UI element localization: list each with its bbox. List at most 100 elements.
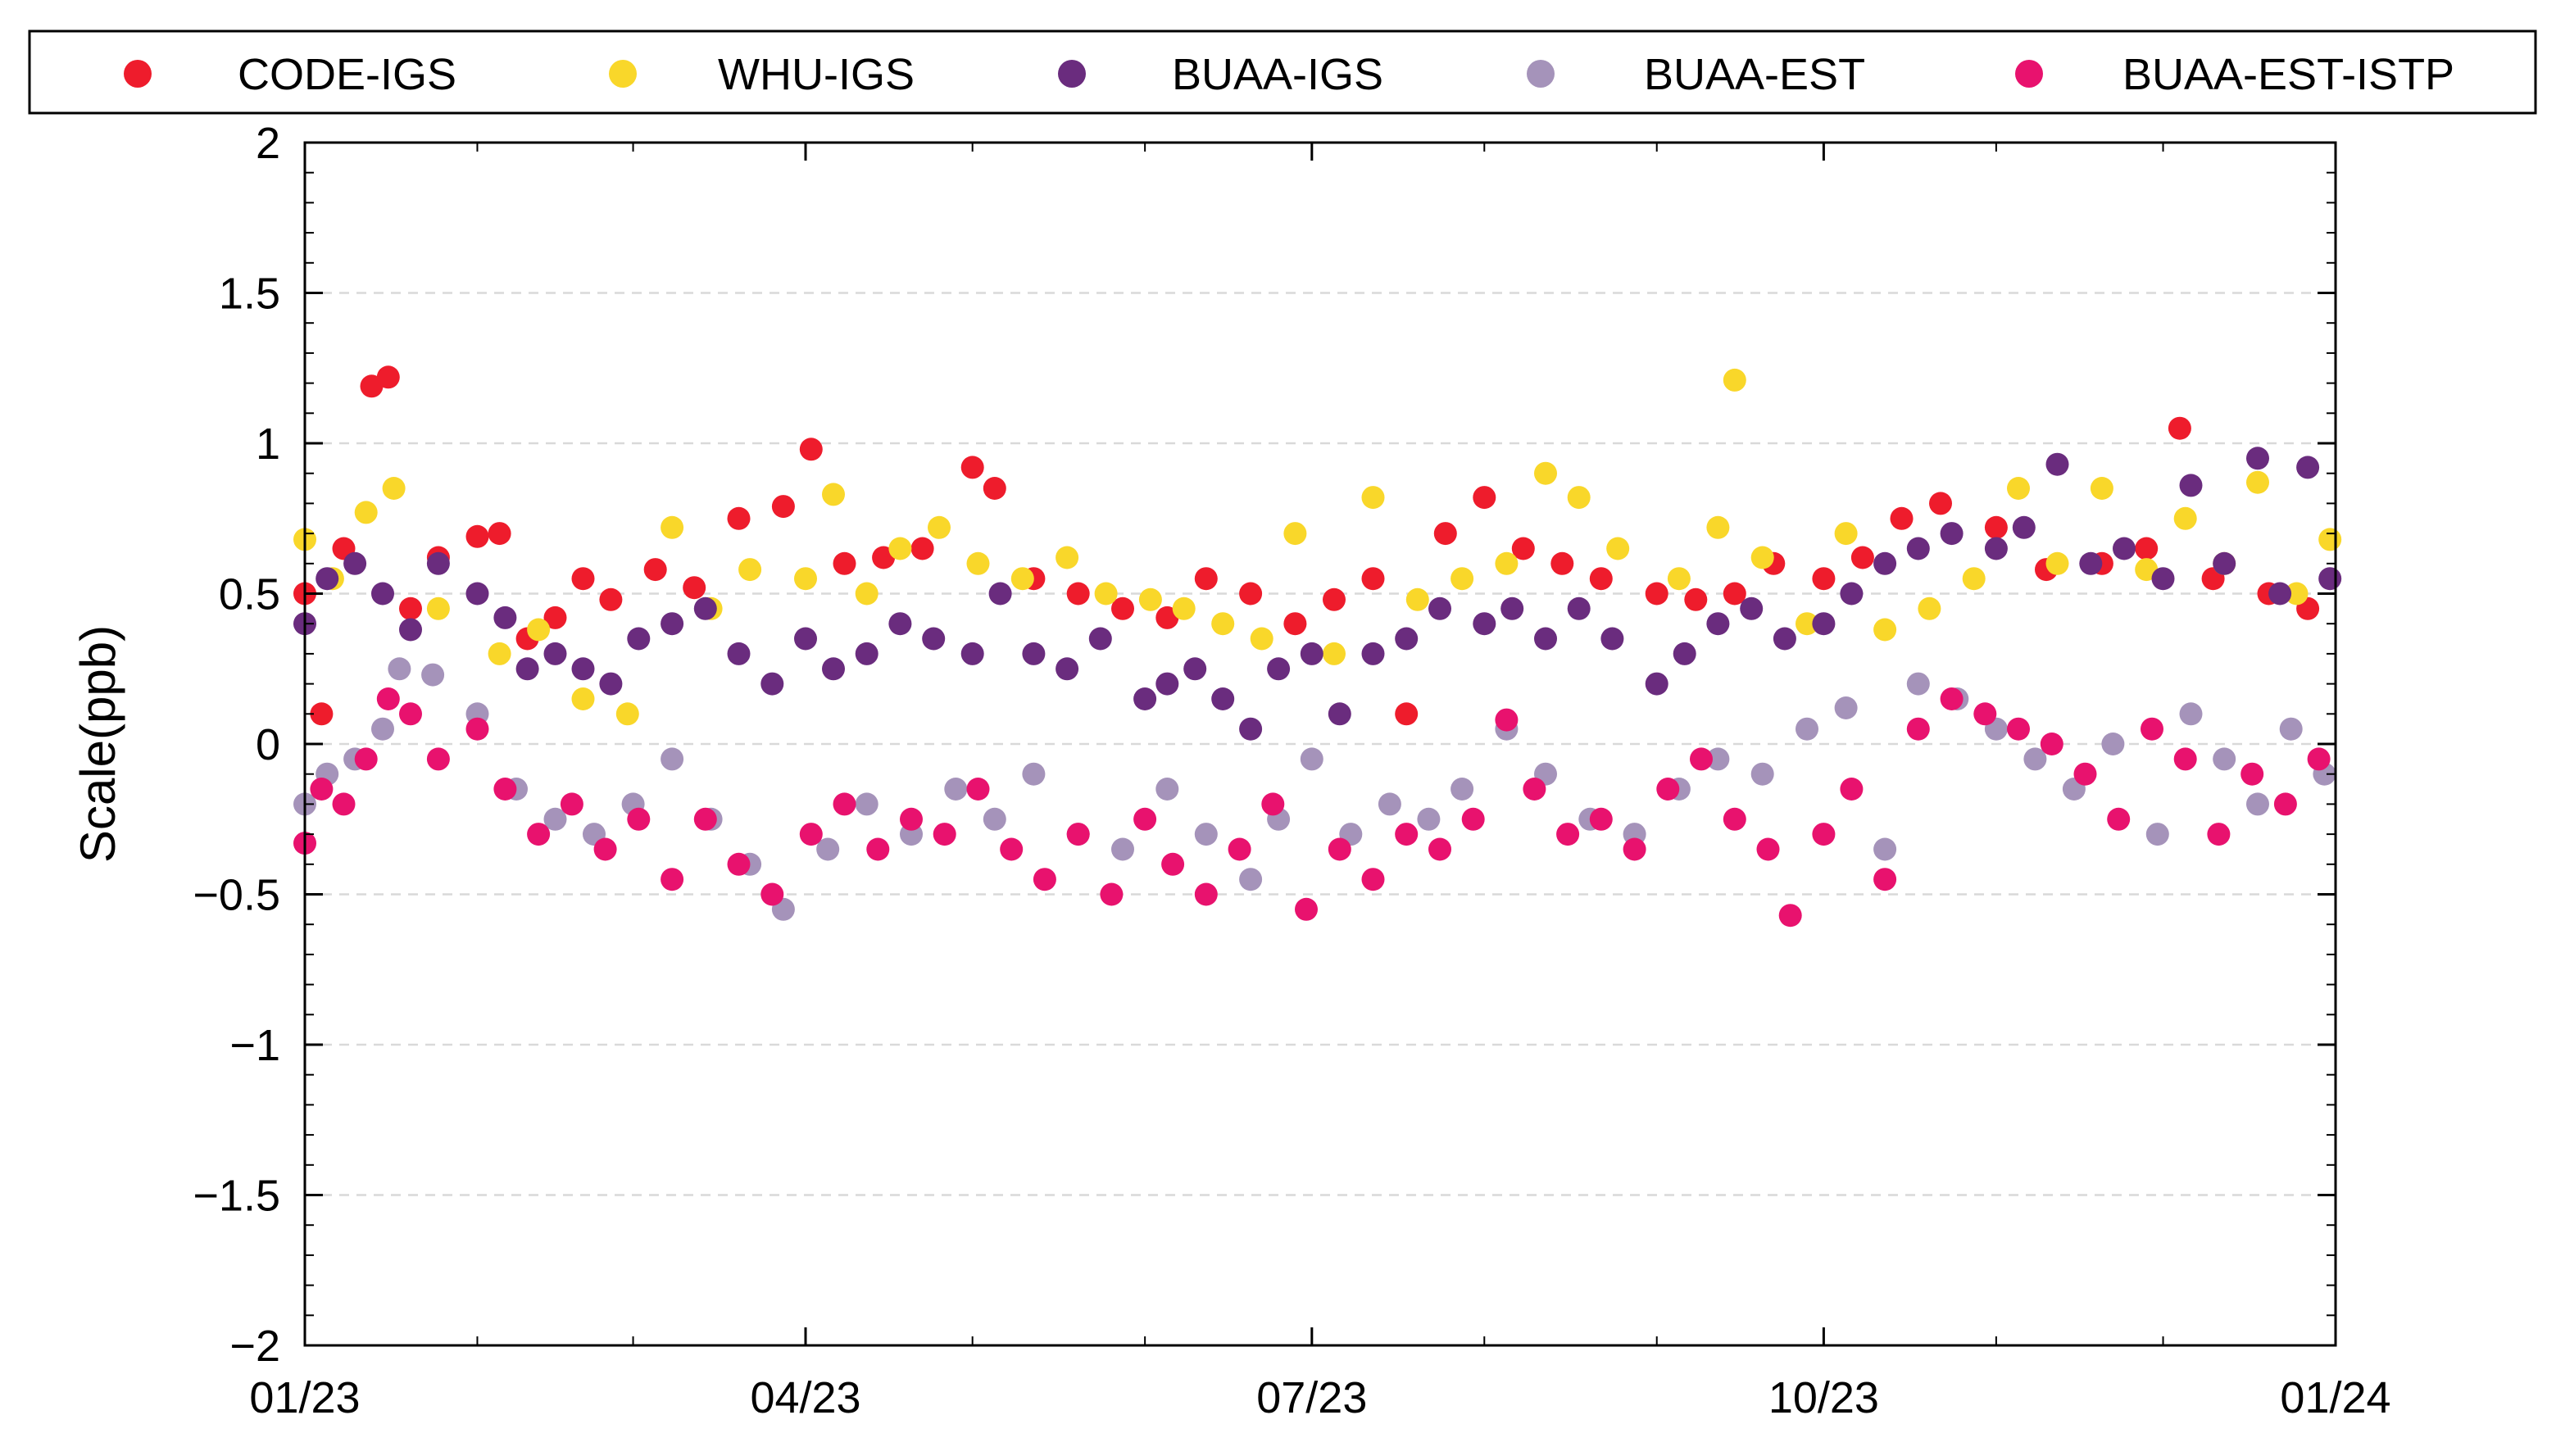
data-point bbox=[822, 483, 845, 506]
data-point bbox=[354, 747, 378, 771]
data-point bbox=[1723, 807, 1746, 831]
data-point bbox=[1022, 642, 1046, 665]
y-axis-title: Scale(ppb) bbox=[70, 625, 125, 863]
data-point bbox=[627, 627, 651, 651]
data-point bbox=[593, 837, 617, 861]
data-point bbox=[1194, 882, 1218, 906]
data-point bbox=[1929, 492, 1952, 515]
data-point bbox=[2045, 551, 2069, 575]
data-point bbox=[1428, 837, 1451, 861]
data-point bbox=[1088, 627, 1112, 651]
data-point bbox=[822, 657, 845, 681]
data-point bbox=[1500, 596, 1524, 620]
data-point bbox=[1873, 551, 1897, 575]
y-tick-label: 1 bbox=[256, 420, 280, 469]
data-point bbox=[1890, 506, 1914, 530]
data-point bbox=[1706, 747, 1730, 771]
data-point bbox=[760, 882, 784, 906]
data-point bbox=[693, 596, 717, 620]
data-point bbox=[1155, 778, 1179, 801]
data-point bbox=[1940, 522, 1964, 546]
legend-marker bbox=[124, 60, 152, 88]
data-point bbox=[1451, 567, 1474, 591]
data-point bbox=[922, 627, 946, 651]
data-point bbox=[1567, 486, 1591, 510]
data-point bbox=[1405, 587, 1429, 611]
data-point bbox=[966, 778, 990, 801]
grid bbox=[305, 292, 2336, 1196]
data-point bbox=[465, 582, 489, 606]
data-point bbox=[1796, 717, 1818, 741]
data-point bbox=[1850, 546, 1874, 569]
data-point bbox=[2007, 477, 2030, 500]
data-point bbox=[1283, 612, 1307, 636]
data-point bbox=[983, 807, 1006, 831]
data-point bbox=[1873, 837, 1897, 861]
data-point bbox=[727, 852, 751, 876]
data-point bbox=[2090, 477, 2113, 500]
data-point bbox=[1022, 762, 1046, 786]
data-point bbox=[1690, 747, 1713, 771]
data-point bbox=[1228, 837, 1251, 861]
data-point bbox=[944, 778, 968, 801]
data-point bbox=[1589, 807, 1613, 831]
data-point bbox=[571, 657, 595, 681]
data-point bbox=[1010, 567, 1034, 591]
data-point bbox=[661, 612, 684, 636]
data-point bbox=[2318, 528, 2342, 551]
legend-label: WHU-IGS bbox=[718, 50, 915, 99]
data-point bbox=[1940, 687, 1964, 710]
data-point bbox=[2179, 474, 2203, 497]
data-point bbox=[1138, 587, 1162, 611]
data-point bbox=[627, 807, 651, 831]
data-point bbox=[1433, 522, 1457, 546]
data-point bbox=[1534, 461, 1557, 485]
series-buaa-est bbox=[293, 657, 2336, 921]
data-point bbox=[1984, 515, 2008, 539]
data-point bbox=[2079, 551, 2103, 575]
data-point bbox=[888, 612, 912, 636]
data-point bbox=[2279, 717, 2303, 741]
data-point bbox=[2040, 733, 2063, 755]
data-point bbox=[2318, 567, 2342, 591]
data-point bbox=[371, 582, 394, 606]
data-point bbox=[1361, 868, 1385, 891]
data-point bbox=[1194, 823, 1218, 846]
data-point bbox=[1706, 612, 1730, 636]
data-point bbox=[1523, 778, 1546, 801]
data-point bbox=[1600, 627, 1624, 651]
data-point bbox=[1295, 897, 1318, 921]
data-point bbox=[2023, 747, 2047, 771]
data-point bbox=[332, 792, 356, 816]
data-point bbox=[543, 642, 567, 665]
data-point bbox=[1300, 642, 1323, 665]
data-point bbox=[1984, 537, 2008, 560]
data-point bbox=[1211, 612, 1235, 636]
data-point bbox=[1723, 582, 1746, 606]
data-point bbox=[1473, 486, 1496, 510]
data-point bbox=[1300, 747, 1323, 771]
data-point bbox=[1873, 868, 1897, 891]
data-point bbox=[493, 778, 517, 801]
data-point bbox=[1906, 717, 1930, 741]
data-point bbox=[1250, 627, 1273, 651]
data-point bbox=[1161, 852, 1185, 876]
data-point bbox=[1056, 546, 1079, 569]
data-point bbox=[376, 365, 400, 389]
data-point bbox=[1239, 717, 1263, 741]
data-point bbox=[1723, 368, 1746, 392]
data-point bbox=[661, 868, 684, 891]
data-point bbox=[2168, 416, 2191, 440]
data-point bbox=[316, 567, 339, 591]
data-point bbox=[488, 642, 511, 665]
data-point bbox=[966, 551, 990, 575]
data-point bbox=[1033, 868, 1056, 891]
data-point bbox=[1796, 612, 1818, 636]
data-point bbox=[2213, 551, 2236, 575]
data-point bbox=[1534, 627, 1557, 651]
data-point bbox=[2151, 567, 2175, 591]
data-point bbox=[399, 618, 422, 642]
data-point bbox=[599, 587, 623, 611]
data-point bbox=[382, 477, 406, 500]
